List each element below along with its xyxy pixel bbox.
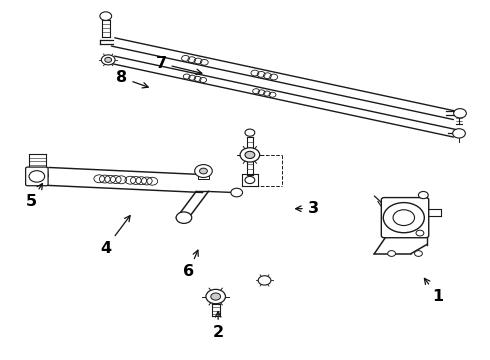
Circle shape	[258, 276, 271, 285]
Text: 7: 7	[155, 56, 202, 75]
Circle shape	[195, 165, 212, 177]
Circle shape	[245, 129, 255, 136]
Circle shape	[105, 57, 112, 62]
Circle shape	[240, 148, 260, 162]
Circle shape	[245, 151, 255, 158]
Circle shape	[416, 230, 424, 236]
Circle shape	[453, 129, 466, 138]
Circle shape	[383, 203, 424, 233]
Text: 8: 8	[116, 70, 148, 88]
Bar	[198, 171, 209, 179]
Text: 6: 6	[183, 250, 198, 279]
Text: 3: 3	[295, 201, 319, 216]
Circle shape	[29, 171, 45, 182]
Text: 4: 4	[100, 216, 130, 256]
Circle shape	[245, 176, 255, 184]
Circle shape	[393, 210, 415, 226]
Text: 5: 5	[25, 184, 43, 209]
Circle shape	[211, 293, 220, 300]
Circle shape	[176, 212, 192, 224]
Circle shape	[101, 55, 115, 65]
Circle shape	[206, 289, 225, 304]
Text: 2: 2	[213, 311, 224, 340]
Circle shape	[415, 251, 422, 256]
Circle shape	[418, 192, 428, 199]
Text: 1: 1	[424, 278, 443, 304]
FancyBboxPatch shape	[25, 167, 48, 186]
Circle shape	[199, 168, 207, 174]
Circle shape	[100, 12, 112, 21]
Circle shape	[388, 251, 395, 256]
Circle shape	[454, 109, 466, 118]
Circle shape	[231, 188, 243, 197]
FancyBboxPatch shape	[381, 198, 429, 238]
